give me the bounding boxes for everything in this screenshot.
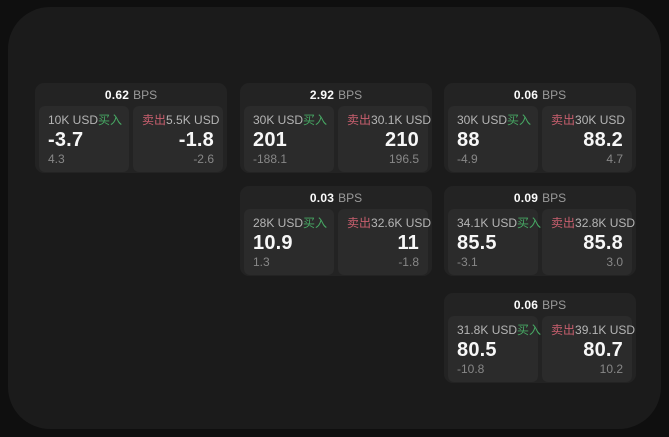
buy-panel[interactable]: 28K USD 买入 10.9 1.3	[244, 209, 334, 275]
quote-card: 0.03 BPS 28K USD 买入 10.9 1.3 卖出 32.6K US…	[240, 186, 432, 276]
buy-price: 88	[457, 129, 480, 151]
sell-panel[interactable]: 卖出 32.8K USD 85.8 3.0	[542, 209, 636, 275]
bps-value: 2.92	[309, 87, 335, 102]
buy-panel[interactable]: 30K USD 买入 88 -4.9	[448, 106, 538, 172]
sell-price: 210	[385, 129, 419, 151]
sell-notional: 32.8K USD	[575, 216, 636, 230]
sell-tag: 卖出	[551, 323, 576, 337]
buy-change: -10.8	[457, 362, 485, 376]
sell-notional: 5.5K USD	[166, 113, 220, 127]
sell-price: 11	[397, 232, 419, 254]
buy-tag: 买入	[507, 113, 532, 127]
card-header: 0.09 BPS	[444, 186, 636, 209]
bps-value: 0.03	[309, 190, 335, 205]
sell-tag: 卖出	[347, 216, 372, 230]
buy-panel[interactable]: 10K USD 买入 -3.7 4.3	[39, 106, 129, 172]
sell-price: 88.2	[583, 129, 623, 151]
bps-unit-label: BPS	[542, 87, 567, 102]
sell-tag: 卖出	[551, 216, 576, 230]
buy-tag: 买入	[303, 113, 328, 127]
card-header: 0.03 BPS	[240, 186, 432, 209]
sell-panel[interactable]: 卖出 5.5K USD -1.8 -2.6	[133, 106, 223, 172]
buy-tag: 买入	[517, 323, 542, 337]
sell-notional: 32.6K USD	[371, 216, 432, 230]
sell-notional: 30K USD	[575, 113, 626, 127]
bps-unit-label: BPS	[133, 87, 158, 102]
sell-panel[interactable]: 卖出 30.1K USD 210 196.5	[338, 106, 432, 172]
buy-notional: 31.8K USD	[457, 323, 518, 337]
buy-change: -188.1	[253, 152, 288, 166]
buy-notional: 28K USD	[253, 216, 304, 230]
bps-value: 0.06	[513, 297, 539, 312]
sell-price: 85.8	[583, 232, 623, 254]
buy-price: -3.7	[48, 129, 84, 151]
buy-tag: 买入	[517, 216, 542, 230]
buy-change: 4.3	[48, 152, 65, 166]
bps-unit-label: BPS	[338, 190, 363, 205]
buy-notional: 30K USD	[253, 113, 304, 127]
quote-card: 0.62 BPS 10K USD 买入 -3.7 4.3 卖出 5.5K USD…	[35, 83, 227, 173]
quote-card: 2.92 BPS 30K USD 买入 201 -188.1 卖出 30.1K …	[240, 83, 432, 173]
buy-price: 80.5	[457, 339, 497, 361]
sell-tag: 卖出	[142, 113, 167, 127]
buy-change: 1.3	[253, 255, 270, 269]
quote-card: 0.09 BPS 34.1K USD 买入 85.5 -3.1 卖出 32.8K…	[444, 186, 636, 276]
sell-tag: 卖出	[551, 113, 576, 127]
bps-unit-label: BPS	[542, 190, 567, 205]
buy-notional: 34.1K USD	[457, 216, 518, 230]
sell-panel[interactable]: 卖出 32.6K USD 11 -1.8	[338, 209, 432, 275]
sell-price: 80.7	[583, 339, 623, 361]
bps-value: 0.62	[104, 87, 130, 102]
sell-change: -1.8	[398, 255, 419, 269]
sell-change: 196.5	[388, 152, 419, 166]
card-header: 0.06 BPS	[444, 83, 636, 106]
sell-change: 3.0	[606, 255, 623, 269]
buy-notional: 10K USD	[48, 113, 99, 127]
card-header: 2.92 BPS	[240, 83, 432, 106]
quote-card: 0.06 BPS 30K USD 买入 88 -4.9 卖出 30K USD 8…	[444, 83, 636, 173]
buy-tag: 买入	[303, 216, 328, 230]
bps-unit-label: BPS	[338, 87, 363, 102]
bps-value: 0.09	[513, 190, 539, 205]
buy-panel[interactable]: 30K USD 买入 201 -188.1	[244, 106, 334, 172]
sell-panel[interactable]: 卖出 39.1K USD 80.7 10.2	[542, 316, 636, 382]
sell-change: 10.2	[599, 362, 623, 376]
buy-price: 85.5	[457, 232, 497, 254]
bps-unit-label: BPS	[542, 297, 567, 312]
sell-notional: 39.1K USD	[575, 323, 636, 337]
buy-notional: 30K USD	[457, 113, 508, 127]
card-header: 0.62 BPS	[35, 83, 227, 106]
sell-change: 4.7	[606, 152, 623, 166]
sell-change: -2.6	[193, 152, 214, 166]
buy-tag: 买入	[98, 113, 123, 127]
buy-price: 201	[253, 129, 287, 151]
card-header: 0.06 BPS	[444, 293, 636, 316]
sell-panel[interactable]: 卖出 30K USD 88.2 4.7	[542, 106, 632, 172]
buy-change: -3.1	[457, 255, 478, 269]
buy-price: 10.9	[253, 232, 293, 254]
buy-panel[interactable]: 31.8K USD 买入 80.5 -10.8	[448, 316, 542, 382]
buy-change: -4.9	[457, 152, 478, 166]
buy-panel[interactable]: 34.1K USD 买入 85.5 -3.1	[448, 209, 542, 275]
sell-tag: 卖出	[347, 113, 372, 127]
sell-notional: 30.1K USD	[371, 113, 432, 127]
bps-value: 0.06	[513, 87, 539, 102]
quote-card: 0.06 BPS 31.8K USD 买入 80.5 -10.8 卖出 39.1…	[444, 293, 636, 383]
sell-price: -1.8	[178, 129, 214, 151]
